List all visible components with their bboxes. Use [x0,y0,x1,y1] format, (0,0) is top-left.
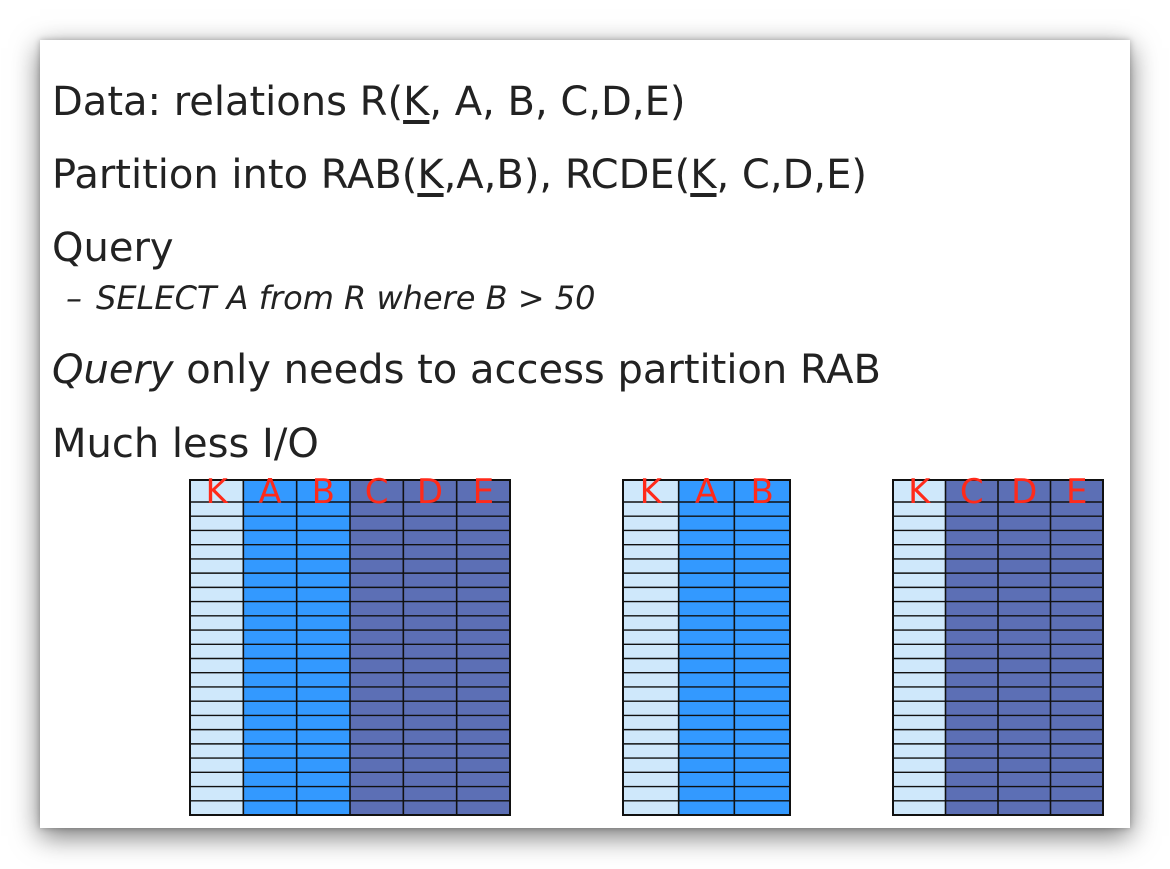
slide: Data: relations R(K, A, B, C,D,E) Partit… [40,40,1130,828]
line-query: Query [52,225,174,271]
line-much-less-io: Much less I/O [52,421,319,467]
column-fill-k [190,480,244,815]
column-header-c: C [365,472,389,512]
table-border [892,479,1104,816]
column-fill-k [623,480,679,815]
line2-text-post: , C,D,E) [716,152,867,198]
column-fill-d [403,480,457,815]
line5-italic-query: Query [52,347,174,393]
column-fill-c [945,480,998,815]
column-header-k: K [908,472,932,512]
column-fill-e [456,480,510,815]
column-header-c: C [960,472,984,512]
line-data-relations: Data: relations R(K, A, B, C,D,E) [52,78,685,126]
column-fill-a [243,480,297,815]
column-fill-b [296,480,350,815]
line2-key2-underlined: K [690,152,717,198]
select-statement-text: SELECT A from R where B > 50 [96,279,596,317]
line2-text-pre: Partition into RAB( [52,152,418,198]
column-header-d: D [1011,472,1037,512]
bullet-dash: – [66,279,82,317]
line1-text-pre: Data: relations R( [52,79,404,125]
table-border [622,479,791,816]
column-header-b: B [312,472,335,512]
table-border [189,479,511,816]
column-fill-e [1050,480,1103,815]
column-header-e: E [473,472,494,512]
line1-text-post: , A, B, C,D,E) [429,79,686,125]
column-fill-a [678,480,735,815]
line-partition: Partition into RAB(K,A,B), RCDE(K, C,D,E… [52,151,867,199]
line1-key-underlined: K [403,79,430,125]
column-header-e: E [1066,472,1087,512]
column-header-k: K [640,472,664,512]
column-header-a: A [258,472,281,512]
line-query-access: Query only needs to access partition RAB [52,346,881,394]
column-fill-c [350,480,404,815]
line5-text-rest: only needs to access partition RAB [173,347,881,393]
column-header-a: A [695,472,718,512]
line2-key1-underlined: K [417,152,444,198]
column-header-k: K [206,472,230,512]
line-select-statement: – SELECT A from R where B > 50 [66,278,595,318]
line2-text-mid: ,A,B), RCDE( [443,152,691,198]
column-header-d: D [417,472,443,512]
column-fill-d [998,480,1051,815]
column-fill-k [893,480,946,815]
column-fill-b [734,480,790,815]
column-header-b: B [751,472,774,512]
